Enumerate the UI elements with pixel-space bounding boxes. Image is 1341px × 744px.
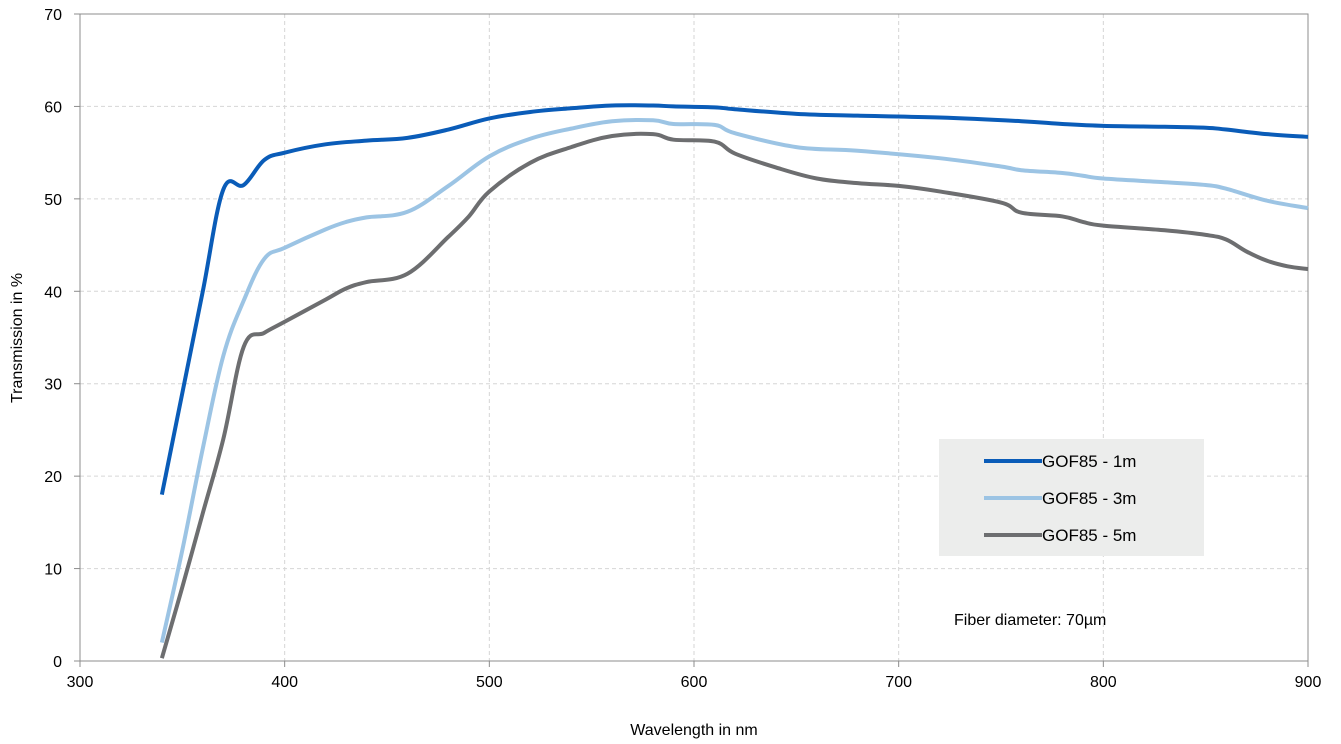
x-tick-label: 300 [67,674,94,691]
series-line-gof85-1m [159,103,1309,496]
series-lines [159,103,1309,659]
y-tick-label: 20 [44,469,62,486]
y-tick-label: 60 [44,99,62,116]
x-tick-label: 700 [885,674,912,691]
legend-box [939,439,1204,556]
y-tick-label: 10 [44,562,62,579]
y-tick-label: 50 [44,192,62,209]
x-tick-label: 800 [1090,674,1117,691]
x-tick-label: 600 [681,674,708,691]
legend: GOF85 - 1m GOF85 - 3m GOF85 - 5m [939,439,1204,556]
axes: 300 400 500 600 700 800 900 0 10 20 30 40 50 60 70 [44,7,1321,691]
y-tick-label: 0 [53,654,62,671]
y-tick-label: 30 [44,377,62,394]
x-tick-label: 900 [1295,674,1322,691]
y-tick-label: 70 [44,7,62,24]
series-line-gof85-3m [159,117,1309,643]
legend-label-gof85-5m: GOF85 - 5m [1042,526,1136,545]
fiber-diameter-annotation: Fiber diameter: 70µm [954,612,1106,629]
legend-label-gof85-3m: GOF85 - 3m [1042,489,1136,508]
x-tick-label: 400 [271,674,298,691]
legend-label-gof85-1m: GOF85 - 1m [1042,452,1136,471]
y-tick-label: 40 [44,284,62,301]
series-line-gof85-5m [159,131,1309,659]
x-axis-label: Wavelength in nm [630,722,757,739]
x-tick-label: 500 [476,674,503,691]
y-axis-label: Transmission in % [9,273,26,403]
